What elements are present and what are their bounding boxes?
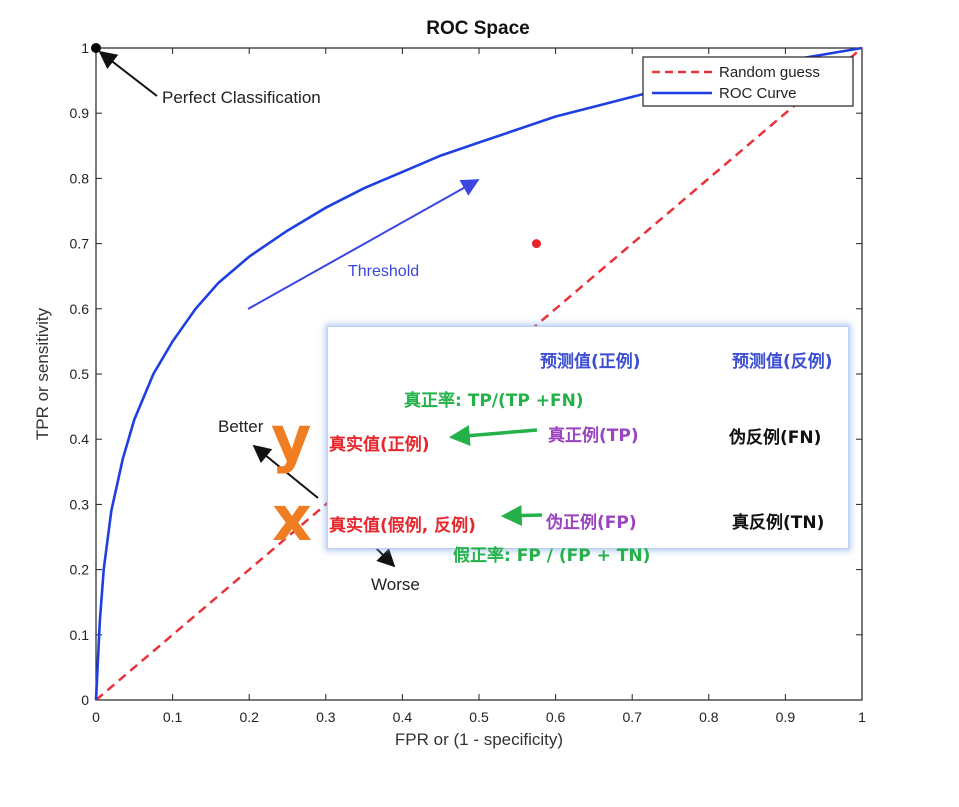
x-tick-label: 1 (858, 709, 866, 725)
scatter-point (531, 239, 541, 249)
perfect-arrow (98, 50, 158, 97)
fp-to-actual-negative-arrow (500, 505, 543, 527)
y-tick-label: 0.6 (70, 301, 90, 317)
threshold-arrow (247, 179, 480, 310)
perfect-classification-label: Perfect Classification (162, 88, 321, 107)
y-tick-label: 0.4 (70, 431, 90, 447)
legend-entry-random-guess: Random guess (719, 64, 820, 81)
plot-frame (95, 47, 863, 701)
y-tick-label: 1 (81, 40, 89, 56)
threshold-label: Threshold (348, 263, 419, 280)
worse-arrow (373, 545, 396, 568)
x-tick-label: 0.3 (316, 709, 336, 725)
axis-ticks: 0 0.1 0.2 0.3 0.4 0.5 0.6 0.7 0.8 0.9 1 0 0.1 0.2 0.3 0… (70, 40, 867, 725)
x-tick-label: 0.5 (469, 709, 489, 725)
legend-box (642, 56, 854, 107)
overlay-arrows (448, 425, 543, 527)
y-tick-label: 0.1 (70, 627, 90, 643)
worse-label: Worse (371, 575, 420, 594)
actual-negative-label: 真实值(假例, 反例) (329, 516, 476, 536)
x-tick-label: 0.4 (393, 709, 413, 725)
chart-title: ROC Space (426, 18, 529, 39)
y-tick-label: 0 (81, 692, 89, 708)
pred-positive-header: 预测值(正例) (540, 352, 641, 372)
x-tick-label: 0.1 (163, 709, 183, 725)
tpr-formula: 真正率: TP/(TP +FN) (404, 391, 584, 411)
y-tick-label: 0.9 (70, 105, 90, 121)
better-arrow (252, 444, 319, 499)
perfect-classification-point (91, 43, 101, 53)
x-tick-label: 0.7 (622, 709, 642, 725)
fn-cell: 伪反例(FN) (729, 428, 822, 448)
actual-positive-label: 真实值(正例) (329, 435, 430, 455)
y-tick-label: 0.5 (70, 366, 90, 382)
tn-cell: 真反例(TN) (732, 513, 825, 533)
x-tick-label: 0 (92, 709, 100, 725)
x-tick-label: 0.9 (776, 709, 796, 725)
confusion-matrix-overlay: 预测值(正例) 预测值(反例) 真正率: TP/(TP +FN) 真实值(正例)… (327, 326, 849, 549)
y-tick-label: 0.3 (70, 496, 90, 512)
y-tick-label: 0.8 (70, 170, 90, 186)
fpr-formula: 假正率: FP / (FP + TN) (453, 546, 651, 566)
tp-cell: 真正例(TP) (548, 426, 639, 446)
y-axis-label: TPR or sensitivity (33, 307, 52, 440)
y-tick-label: 0.2 (70, 562, 90, 578)
x-letter: x (272, 482, 312, 555)
legend: Random guess ROC Curve (642, 56, 854, 107)
x-tick-label: 0.2 (239, 709, 259, 725)
better-label: Better (218, 417, 264, 436)
tp-to-actual-positive-arrow (448, 425, 538, 447)
x-tick-label: 0.8 (699, 709, 719, 725)
x-axis-label: FPR or (1 - specificity) (395, 730, 563, 749)
fp-cell: 伪正例(FP) (546, 513, 637, 533)
y-tick-label: 0.7 (70, 236, 90, 252)
legend-entry-roc-curve: ROC Curve (719, 85, 797, 102)
x-tick-label: 0.6 (546, 709, 566, 725)
pred-negative-header: 预测值(反例) (732, 352, 833, 372)
y-letter: y (271, 402, 312, 475)
